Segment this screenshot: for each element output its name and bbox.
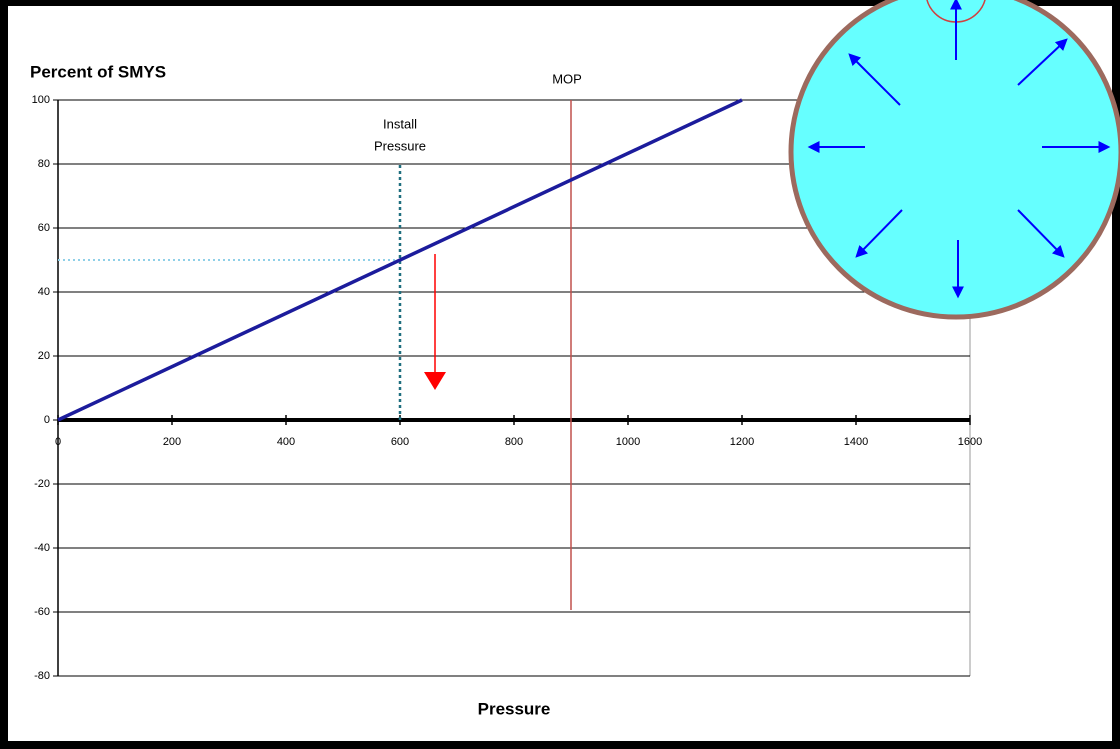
x-tick-label: 200 xyxy=(163,436,181,448)
y-tick-label: 0 xyxy=(44,414,50,426)
page: Percent of SMYS Pressure -80 -60 -40 -20 0 20… xyxy=(0,0,1120,749)
y-tick-label: -80 xyxy=(34,670,50,682)
y-tick-label: 60 xyxy=(38,222,50,234)
y-tick-label: 20 xyxy=(38,350,50,362)
mop-label: MOP xyxy=(552,71,582,86)
y-tick-label: 80 xyxy=(38,158,50,170)
y-tick-label: -60 xyxy=(34,606,50,618)
y-tick-label: -40 xyxy=(34,542,50,554)
x-tick-label: 800 xyxy=(505,436,523,448)
x-tick-label: 1400 xyxy=(844,436,868,448)
pipe-diagram xyxy=(791,0,1120,317)
y-tick-label: 100 xyxy=(32,94,50,106)
y-tick-label: 40 xyxy=(38,286,50,298)
chart-title: Percent of SMYS xyxy=(30,62,166,81)
x-tick-label: 600 xyxy=(391,436,409,448)
install-label: Pressure xyxy=(374,138,426,153)
chart: Percent of SMYS Pressure -80 -60 -40 -20 0 20… xyxy=(0,0,1120,749)
x-tick-label: 0 xyxy=(55,436,61,448)
y-tick-label: -20 xyxy=(34,478,50,490)
install-label: Install xyxy=(383,116,417,131)
x-tick-label: 1000 xyxy=(616,436,640,448)
x-tick-label: 1200 xyxy=(730,436,754,448)
x-tick-label: 1600 xyxy=(958,436,982,448)
x-axis-label: Pressure xyxy=(478,699,551,718)
x-tick-label: 400 xyxy=(277,436,295,448)
